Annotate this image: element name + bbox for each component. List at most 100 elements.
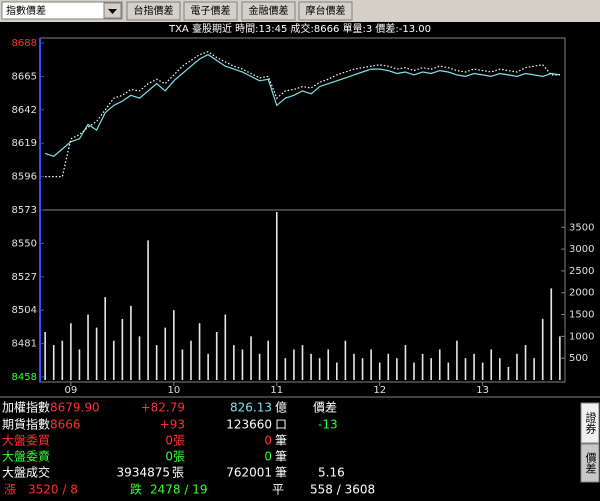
volume-bar [275, 212, 278, 380]
unit: 筆 [275, 434, 287, 448]
value: 558 / 3608 [310, 483, 375, 497]
label: 大盤成交 [2, 465, 50, 480]
volume-bar [138, 336, 141, 380]
y2-tick-label: 2500 [569, 266, 594, 277]
toolbar: 指數價差 台指價差 電子價差 金融價差 摩台價差 [0, 0, 600, 22]
volume-bar [421, 353, 424, 380]
dropdown[interactable] [1, 1, 123, 20]
y2-tick-label: 3500 [569, 222, 594, 233]
value: 0 [264, 450, 272, 464]
label: 價差 [313, 401, 337, 415]
volume-bar [190, 340, 192, 380]
volume-bar [464, 358, 467, 380]
volume-bar [78, 349, 81, 380]
y-tick-label: 8642 [12, 105, 37, 116]
tab[interactable] [580, 402, 600, 444]
value: 0張 [165, 434, 185, 448]
value: 8679.90 [50, 401, 100, 415]
y-tick-label: 8665 [12, 71, 37, 82]
label: 跌 [130, 482, 142, 497]
volume-bar [310, 353, 312, 380]
y-tick-label: 8573 [12, 205, 37, 216]
price-line [45, 51, 560, 178]
value: 3934875 [117, 466, 170, 480]
volume-bar [87, 314, 89, 380]
x-tick-label: 09 [65, 385, 78, 396]
volume-bar [404, 345, 407, 380]
dropdown-text: 指數價差 [6, 4, 46, 17]
change: +82.79 [141, 401, 185, 415]
button-text: 台指價差 [134, 4, 174, 17]
volume-bar [353, 353, 355, 380]
label: 加權指數 [2, 400, 50, 415]
unit: 億 [275, 401, 287, 415]
volume-bar [550, 288, 553, 380]
label: 大盤委賣 [2, 449, 50, 464]
volume-bar [155, 345, 158, 380]
volume-bar [396, 358, 398, 380]
value: -13 [318, 418, 338, 432]
volume-bar [533, 358, 535, 380]
label: 期貨指數 [2, 417, 50, 432]
y2-tick-label: 3000 [569, 244, 594, 255]
button[interactable] [298, 1, 353, 21]
volume-bar [173, 310, 175, 380]
volume-bar [447, 362, 450, 380]
volume-bar [361, 358, 364, 380]
value: 0張 [165, 450, 185, 464]
volume-bar [499, 358, 501, 380]
volume-bar [52, 345, 55, 380]
volume-bar [456, 340, 458, 380]
button[interactable] [183, 1, 238, 21]
volume-bar [198, 323, 201, 380]
value: 2478 / 19 [150, 483, 207, 497]
y-tick-label: 8550 [12, 238, 37, 249]
unit: 口 [275, 418, 287, 432]
volume-bar [215, 332, 218, 380]
volume-bar [336, 362, 338, 380]
y2-tick-label: 1500 [569, 310, 594, 321]
value: 8666 [50, 418, 81, 432]
plot: 8458 8481 8504 8527 8550 8573 8596 8619 8642 8665… [12, 38, 595, 396]
value: 3520 / 8 [28, 483, 78, 497]
volume-bar [258, 353, 261, 380]
button[interactable] [241, 1, 296, 21]
chart-title: TXA 臺股期近 時間:13:45 成交:8666 單量:3 價差:-13.00 [168, 22, 431, 35]
volume-bar [524, 345, 527, 380]
volume-bar [44, 332, 46, 380]
amount: 826.13 [230, 401, 272, 415]
volume-bar [181, 349, 184, 380]
value: 0 [264, 434, 272, 448]
button-text: 電子價差 [191, 4, 231, 17]
tab[interactable] [580, 443, 600, 483]
y-tick-label: 8688 [12, 38, 37, 49]
volume-bar [541, 318, 544, 380]
volume-bar [241, 349, 244, 380]
y-tick-label: 8619 [12, 138, 37, 149]
value: 762001 [226, 466, 272, 480]
dropdown-arrow [108, 9, 117, 14]
volume-bar [473, 353, 475, 380]
y2-tick-label: 500 [569, 353, 588, 364]
x-tick-label: 11 [270, 385, 283, 396]
volume-bar [387, 353, 390, 380]
label: 大盤委買 [2, 434, 50, 448]
volume-bar [207, 353, 209, 380]
volume-bar [430, 358, 432, 380]
button[interactable] [126, 1, 181, 21]
value: 5.16 [318, 466, 345, 480]
volume-bar [559, 336, 561, 380]
y-tick-label: 8458 [12, 372, 37, 383]
volume-bar [130, 305, 132, 380]
volume-bar [507, 366, 510, 380]
volume-bar [95, 327, 98, 380]
tab-text: 價差 [584, 451, 597, 474]
y2-tick-label: 2000 [569, 288, 594, 299]
x-tick-label: 10 [167, 385, 180, 396]
volume-bar [370, 349, 372, 380]
change: +93 [160, 418, 185, 432]
volume-bar [438, 349, 441, 380]
amount: 123660 [226, 418, 272, 432]
